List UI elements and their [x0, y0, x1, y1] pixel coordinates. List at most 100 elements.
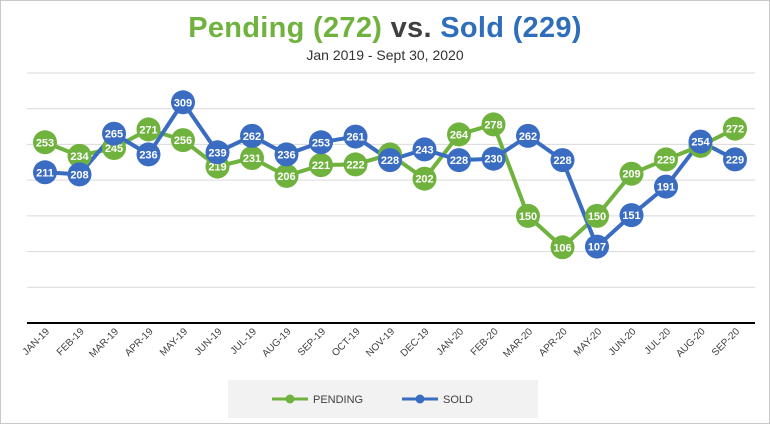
sold-point: 230	[481, 146, 506, 171]
sold-value-label: 107	[588, 242, 606, 254]
sold-point: 261	[343, 124, 368, 149]
sold-value-label: 211	[36, 167, 54, 179]
legend: PENDING SOLD	[228, 380, 538, 418]
sold-value-label: 243	[415, 144, 433, 156]
sold-marker	[102, 121, 126, 146]
x-tick-label: MAY-20	[572, 326, 604, 358]
sold-value-label: 191	[657, 182, 675, 194]
sold-point: 253	[309, 130, 333, 155]
sold-value-label: 236	[277, 149, 295, 161]
sold-point: 236	[136, 142, 161, 167]
x-tick-label: OCT-19	[330, 326, 363, 359]
x-tick-label: MAR-20	[501, 326, 535, 360]
pending-marker	[619, 161, 644, 186]
x-tick-label: SEP-19	[296, 326, 328, 358]
pending-point: 221	[309, 153, 333, 178]
pending-marker	[136, 117, 161, 142]
sold-marker	[343, 124, 368, 149]
sold-marker	[309, 130, 333, 155]
title-vs: vs.	[390, 12, 432, 44]
pending-marker	[343, 152, 368, 177]
sold-point: 228	[378, 148, 402, 173]
sold-value-label: 229	[726, 154, 744, 166]
sold-marker	[654, 174, 678, 199]
sold-point: 211	[33, 160, 57, 185]
pending-point: 202	[412, 166, 437, 191]
chart-subtitle: Jan 2019 - Sept 30, 2020	[306, 47, 464, 63]
sold-value-label: 228	[450, 155, 468, 167]
pending-point: 222	[343, 152, 368, 177]
pending-value-label: 150	[588, 211, 606, 223]
legend-sold-label: SOLD	[443, 394, 473, 406]
sold-point: 107	[585, 234, 609, 259]
legend-sold-marker	[415, 394, 425, 404]
sold-value-label: 228	[553, 155, 571, 167]
sold-value-label: 151	[622, 210, 640, 222]
pending-value-label: 202	[415, 174, 433, 186]
x-tick-label: MAY-19	[158, 326, 190, 358]
x-tick-labels: JAN-19 FEB-19 MAR-19 APR-19 MAY-19 JUN-19 JUL-…	[21, 326, 743, 360]
sold-point: 254	[688, 129, 713, 154]
pending-point: 229	[654, 147, 678, 172]
pending-point: 106	[550, 235, 575, 260]
x-tick-label: FEB-20	[469, 326, 501, 358]
pending-value-label: 264	[450, 129, 469, 141]
pending-value-label: 256	[174, 135, 192, 147]
sold-value-label: 253	[312, 137, 330, 149]
sold-point: 265	[102, 121, 126, 146]
pending-point: 278	[481, 112, 506, 137]
pending-value-label: 253	[36, 137, 54, 149]
x-tick-label: APR-20	[537, 326, 570, 359]
pending-marker	[240, 146, 264, 170]
pending-point: 150	[585, 203, 609, 228]
pending-point: 253	[33, 130, 57, 155]
sold-marker	[516, 123, 540, 148]
pending-point: 231	[240, 146, 264, 170]
x-tick-label: DEC-19	[399, 326, 432, 359]
sold-marker	[619, 203, 644, 228]
sold-point: 229	[723, 147, 747, 172]
pending-value-label: 234	[70, 151, 89, 163]
chart-title: Pending (272) vs. Sold (229)	[0, 12, 770, 45]
pending-marker	[171, 128, 195, 153]
sold-marker	[412, 137, 437, 162]
pending-value-label: 231	[243, 153, 261, 165]
sold-marker	[205, 140, 230, 165]
sold-value-label: 262	[519, 131, 537, 143]
pending-value-label: 222	[346, 159, 364, 171]
pending-marker	[481, 112, 506, 137]
sold-value-label: 262	[243, 131, 261, 143]
pending-value-label: 206	[277, 171, 295, 183]
sold-marker	[240, 123, 264, 148]
x-tick-label: FEB-19	[55, 326, 87, 358]
pending-point: 271	[136, 117, 161, 142]
pending-value-label: 150	[519, 211, 537, 223]
pending-point: 256	[171, 128, 195, 153]
pending-point: 234	[67, 143, 92, 168]
sold-point: 309	[171, 90, 195, 115]
x-tick-label: JUN-20	[607, 326, 639, 358]
pending-value-label: 271	[139, 124, 157, 136]
pending-value-label: 219	[208, 162, 226, 174]
pending-point: 150	[516, 203, 540, 228]
title-sold: Sold (229)	[440, 12, 582, 44]
pending-point: 272	[723, 116, 747, 141]
pending-point: 264	[447, 122, 471, 147]
pending-marker	[412, 166, 437, 191]
pending-marker	[274, 163, 299, 188]
sold-point: 228	[550, 148, 575, 173]
pending-value-label: 245	[105, 143, 123, 155]
data-markers: 253 234 245 271 256 219 231 206 221 222 236 202 264 2…	[33, 90, 747, 260]
legend-pending-label: PENDING	[313, 394, 363, 406]
sold-value-label: 208	[70, 169, 88, 181]
sold-point: 228	[447, 148, 471, 173]
x-tick-label: JUL-19	[229, 326, 260, 357]
pending-value-label: 278	[484, 119, 502, 131]
sold-marker	[585, 234, 609, 259]
sold-marker	[274, 142, 299, 167]
x-tick-label: JUN-19	[193, 326, 225, 358]
pending-marker	[309, 153, 333, 178]
sold-marker	[67, 162, 92, 187]
x-tick-label: AUG-19	[260, 326, 294, 360]
